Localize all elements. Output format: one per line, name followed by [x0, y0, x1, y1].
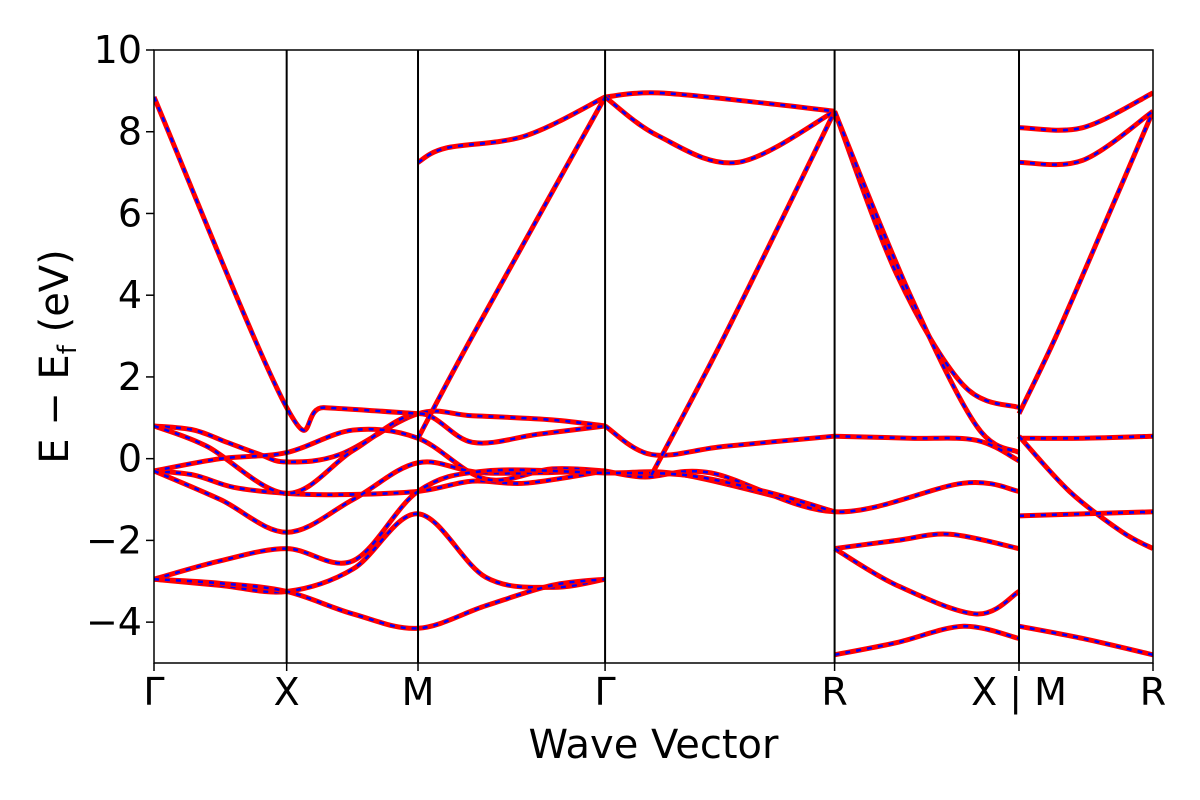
band-line-16 [649, 110, 837, 477]
x-tick-label-2: M [402, 670, 435, 714]
band-line-10 [604, 468, 1020, 515]
band-line-dashed-8 [154, 96, 419, 432]
y-tick-label-4: 4 [118, 273, 142, 317]
band-line-dashed-24 [1018, 91, 1153, 132]
band-line-dashed-15 [416, 96, 607, 439]
band-line-dashed-28 [1018, 510, 1153, 518]
x-tick-label-5: X | M [971, 670, 1067, 715]
x-tick-label-1: X [274, 670, 300, 714]
band-line-dashed-5 [154, 468, 835, 581]
y-tick-label-7: 10 [94, 28, 142, 72]
y-axis-ticks: −4 −2 0 2 4 6 8 10 [86, 28, 154, 644]
band-line-dashed-20 [834, 532, 1020, 550]
band-line-dashed-12 [604, 91, 835, 113]
band-line-dashed-14 [417, 95, 606, 164]
band-line-dashed-25 [1018, 110, 1153, 166]
y-tick-label-2: 0 [118, 437, 142, 481]
bands-layer [154, 90, 1153, 658]
x-tick-label-3: Γ [594, 670, 615, 714]
band-line-dashed-9 [604, 424, 835, 457]
band-line-dashed-21 [833, 547, 1020, 616]
band-line-dashed-4 [154, 460, 606, 534]
band-line-22 [834, 623, 1020, 658]
x-axis-label: Wave Vector [529, 722, 780, 768]
x-tick-label-0: Γ [143, 670, 164, 714]
band-line-dashed-27 [1018, 435, 1153, 550]
y-tick-label-0: −4 [86, 600, 142, 644]
x-tick-label-6: R [1140, 670, 1166, 714]
band-line-dashed-1 [154, 469, 606, 497]
x-axis-ticks: Γ X M Γ R X | M R [143, 663, 1166, 715]
band-line-6 [154, 511, 606, 595]
band-line-dashed-19 [834, 434, 1020, 462]
band-line-dashed-11 [605, 471, 835, 513]
band-line-dashed-16 [650, 110, 836, 476]
band-line-9 [603, 423, 835, 458]
x-tick-label-4: R [821, 670, 847, 714]
band-line-27 [1017, 434, 1153, 551]
band-line-12 [604, 90, 835, 114]
y-tick-label-6: 8 [118, 110, 142, 154]
kpoint-dividers [285, 50, 1021, 663]
band-line-dashed-29 [1018, 624, 1153, 657]
y-tick-label-1: −2 [86, 518, 142, 562]
band-line-dashed-26 [1018, 434, 1153, 440]
band-line-dashed-7 [154, 577, 606, 630]
band-line-29 [1018, 623, 1153, 658]
y-axis-label-unit: (eV) [32, 249, 78, 345]
band-line-13 [603, 94, 836, 166]
band-line-dashed-23 [1017, 110, 1153, 415]
band-line-dashed-18 [833, 110, 1020, 454]
y-axis-label-main: E − E [32, 354, 78, 464]
band-line-dashed-17 [833, 110, 1020, 409]
band-line-21 [833, 546, 1021, 617]
y-axis-label: E − Ef (eV) [32, 249, 83, 464]
plot-frame [153, 49, 1154, 664]
band-line-dashed-6 [154, 512, 606, 594]
y-tick-label-5: 6 [118, 191, 142, 235]
band-line-dashed-0 [154, 409, 606, 464]
band-line-17 [832, 110, 1020, 410]
y-tick-label-3: 2 [118, 355, 142, 399]
y-axis-label-subscript: f [53, 344, 83, 354]
